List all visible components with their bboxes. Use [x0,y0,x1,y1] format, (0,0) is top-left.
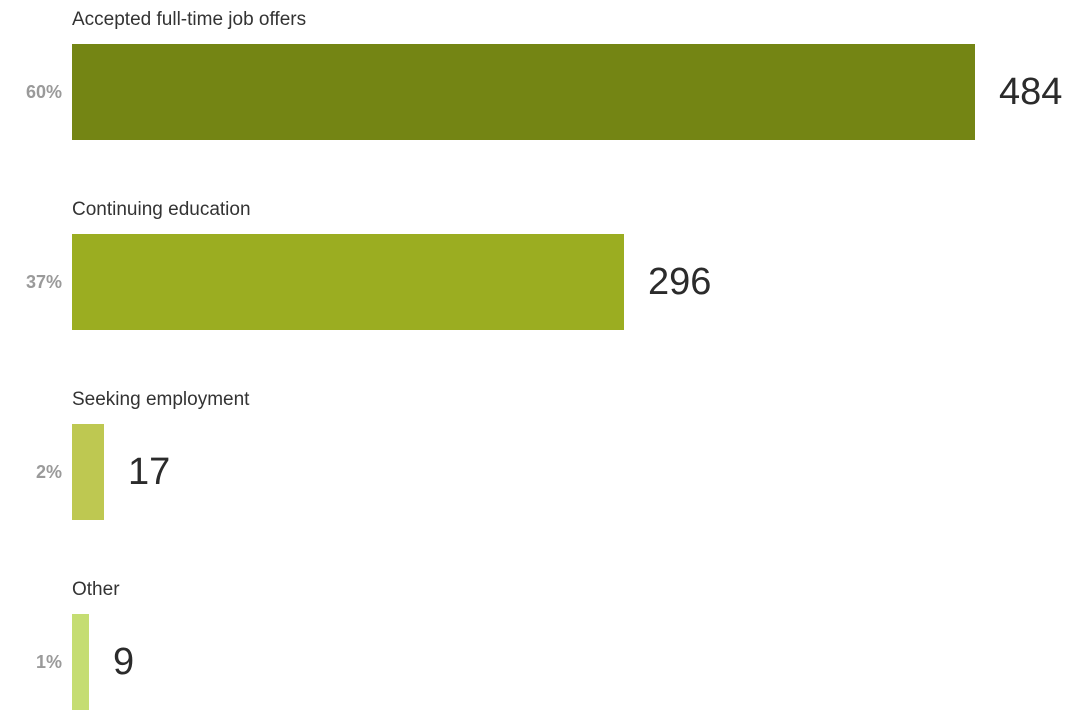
bar [72,234,624,330]
bar [72,44,975,140]
percent-label: 60% [25,82,62,102]
value-label: 9 [113,641,135,683]
value-label: 484 [999,71,1063,113]
percent-label: 1% [35,652,62,672]
percent-label: 37% [25,272,62,292]
percent-label: 2% [35,462,62,482]
bar [72,614,89,710]
category-label: Accepted full-time job offers [72,9,307,30]
category-label: Seeking employment [72,389,250,410]
category-label: Other [72,579,120,600]
value-label: 17 [128,451,171,493]
category-label: Continuing education [72,199,251,220]
bar [72,424,104,520]
value-label: 296 [648,261,712,303]
